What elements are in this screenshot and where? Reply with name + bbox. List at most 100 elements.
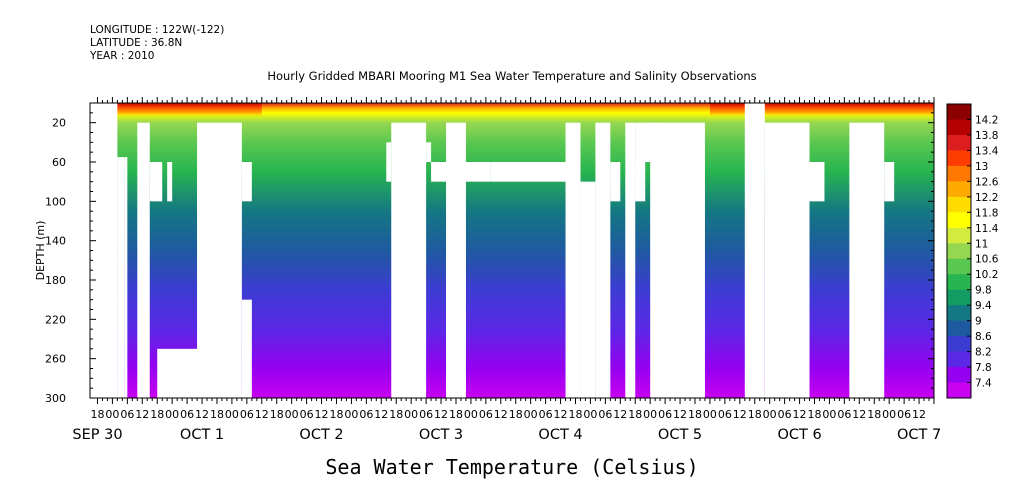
data-gap-26 [744,103,765,398]
data-gap-21 [625,122,636,398]
colorbar-swatch [947,119,971,136]
data-gap-2 [117,157,125,398]
x-hour-label: 00 [285,408,299,421]
x-hour-label: 18 [867,408,881,421]
x-hour-label: 00 [822,408,836,421]
data-gap-16 [490,162,581,182]
colorbar-frame [946,103,972,399]
x-date-label: OCT 7 [897,427,941,443]
colorbar-label: 13.4 [975,145,999,157]
x-date-label: OCT 3 [419,427,463,443]
x-hour-label: 06 [240,408,254,421]
x-hour-label: 12 [733,408,747,421]
y-tick-label: 180 [45,274,66,287]
colorbar-label: 13 [975,161,988,173]
colorbar-swatch [947,274,971,291]
x-hour-label: 06 [180,408,194,421]
x-hour-label: 06 [419,408,433,421]
colorbar-swatch [947,305,971,322]
colorbar-swatch [947,320,971,337]
x-hour-label: 18 [150,408,164,421]
x-hour-label: 06 [718,408,732,421]
x-hour-label: 18 [329,408,343,421]
colorbar-label: 14.2 [975,114,998,126]
data-gap-19 [595,122,611,398]
x-hour-label: 00 [583,408,597,421]
data-gap-10 [241,299,252,398]
x-hour-label: 06 [120,408,134,421]
x-hour-label: 00 [703,408,717,421]
x-hour-label: 00 [404,408,418,421]
y-axis-label: DEPTH (m) [34,221,47,281]
x-hour-label: 12 [374,408,388,421]
colorbar-swatch [947,243,971,260]
data-gap-31 [884,162,895,202]
colorbar-swatch [947,351,971,368]
x-hour-label: 18 [628,408,642,421]
x-hour-label: 06 [300,408,314,421]
data-gap-15 [446,122,466,398]
chart-title: Hourly Gridded MBARI Mooring M1 Sea Wate… [267,69,757,83]
x-date-label: OCT 5 [658,427,702,443]
x-date-label: OCT 2 [299,427,343,443]
x-hour-label: 12 [195,408,209,421]
colorbar-label: 12.2 [975,192,998,204]
x-hour-label: 12 [434,408,448,421]
x-date-label: OCT 4 [538,427,582,443]
x-hour-label: 06 [897,408,911,421]
colorbar-label: 11.4 [975,223,999,235]
colorbar-swatch [947,104,971,120]
data-gap-11 [386,142,392,182]
x-hour-label: 12 [673,408,687,421]
data-gap-12 [391,122,427,398]
colorbar-swatch [947,367,971,384]
colorbar-label: 9.8 [975,285,992,297]
x-hour-label: 12 [793,408,807,421]
x-hour-label: 12 [315,408,329,421]
data-gap-27 [754,103,765,123]
colorbar-label: 10.6 [975,254,999,266]
x-hour-label: 18 [748,408,762,421]
x-hour-label: 00 [105,408,119,421]
data-gap-25 [650,122,705,398]
colorbar-label: 9.4 [975,300,992,312]
data-gap-30 [849,122,885,398]
latitude-label: LATITUDE : 36.8N [90,37,183,49]
colorbar-swatch [947,258,971,275]
x-hour-label: 18 [270,408,284,421]
x-hour-label: 06 [837,408,851,421]
x-hour-label: 06 [479,408,493,421]
bottom-title: Sea Water Temperature (Celsius) [325,455,699,479]
data-gap-5 [149,162,163,202]
x-hour-label: 06 [658,408,672,421]
colorbar-label: 7.8 [975,362,992,374]
x-hour-label: 06 [778,408,792,421]
x-hour-label: 12 [613,408,627,421]
colorbar-label: 7.4 [975,378,992,390]
surface-warm-band-1 [709,103,934,117]
x-hour-label: 00 [524,408,538,421]
y-tick-label: 260 [45,353,66,366]
colorbar-swatch [947,165,971,182]
colorbar-swatch [947,336,971,353]
colorbar-swatch [947,150,971,167]
y-tick-label: 20 [52,117,66,130]
data-gap-4 [137,122,150,398]
x-hour-label: 00 [643,408,657,421]
x-hour-label: 18 [568,408,582,421]
colorbar-label: 11 [975,238,988,250]
colorbar-swatch [947,181,971,198]
x-hour-label: 00 [763,408,777,421]
x-date-label: OCT 6 [777,427,821,443]
colorbar-label: 12.6 [975,176,999,188]
y-tick-label: 140 [45,235,66,248]
year-label: YEAR : 2010 [90,50,155,62]
colorbar-label: 13.8 [975,130,998,142]
data-gap-3 [124,157,128,398]
x-hour-label: 12 [852,408,866,421]
x-hour-label: 18 [210,408,224,421]
x-hour-label: 12 [255,408,269,421]
surface-warm-band-0 [112,103,262,117]
